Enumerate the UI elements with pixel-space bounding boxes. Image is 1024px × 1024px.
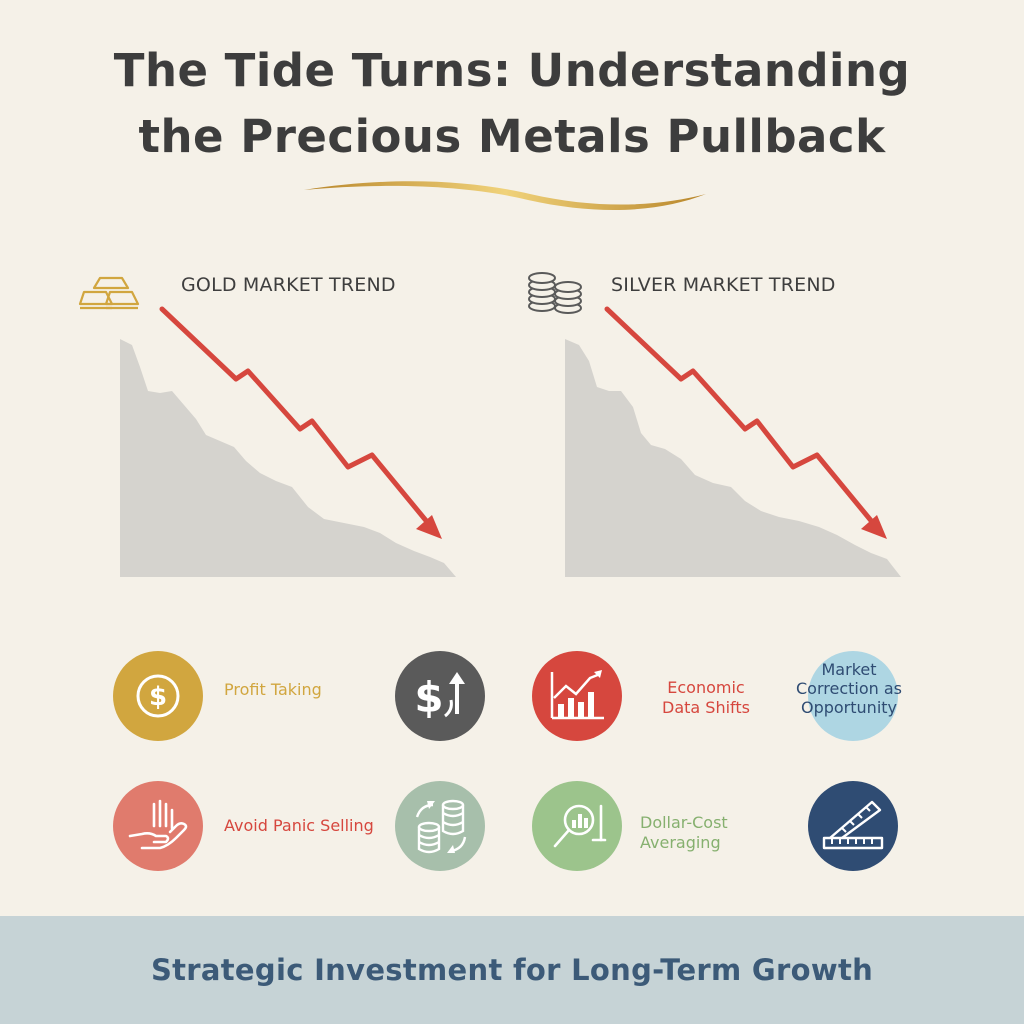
silver-trend-chart <box>565 306 901 577</box>
title-line-1: The Tide Turns: Understanding <box>113 44 911 97</box>
footer-text: Strategic Investment for Long-Term Growt… <box>150 953 874 987</box>
market-correction-circle <box>808 651 898 741</box>
svg-text:$: $ <box>149 682 167 712</box>
growth-chart-icon <box>550 670 604 720</box>
dollar-cost-label: Dollar-Cost Averaging <box>640 813 740 853</box>
silver-area-decline <box>565 339 901 577</box>
gold-trend-chart <box>120 306 456 577</box>
dollar-cost-circle <box>532 781 622 871</box>
dollar-cost-label-line2: Averaging <box>640 833 721 852</box>
economic-data-label-line2: Data Shifts <box>662 698 750 717</box>
market-correction-label: Market Correction as Opportunity <box>790 660 908 717</box>
profit-taking-circle: $ <box>113 651 203 741</box>
dollar-coin-icon: $ <box>136 674 180 718</box>
ruler-icon <box>822 800 884 850</box>
hand-stop-icon <box>128 799 188 850</box>
dollar-flow-icon: $ <box>414 672 465 722</box>
economic-data-label-line1: Economic <box>667 678 745 697</box>
avoid-panic-label: Avoid Panic Selling <box>224 816 374 835</box>
profit-taking-label: Profit Taking <box>224 680 322 699</box>
svg-text:$: $ <box>414 673 443 722</box>
coin-stacks-icon <box>528 272 582 314</box>
title-line-2: the Precious Metals Pullback <box>138 110 886 163</box>
gold-swoosh-divider <box>304 181 706 211</box>
gold-trend-arrow-line <box>159 306 431 526</box>
avoid-panic-circle <box>113 781 203 871</box>
dollar-flow-circle: $ <box>395 651 485 741</box>
market-correction-label-line1: Market <box>821 660 877 679</box>
economic-data-label: Economic Data Shifts <box>646 678 766 718</box>
magnifier-chart-icon <box>553 804 607 848</box>
silver-trend-arrow-line <box>604 306 876 526</box>
gold-bars-icon <box>78 276 140 310</box>
gold-trend-arrowhead <box>416 515 442 539</box>
ruler-circle <box>808 781 898 871</box>
gold-area-decline <box>120 339 456 577</box>
footer-banner: Strategic Investment for Long-Term Growt… <box>0 916 1024 1024</box>
coins-exchange-circle <box>395 781 485 871</box>
silver-trend-label: SILVER MARKET TREND <box>611 274 836 296</box>
silver-trend-arrowhead <box>861 515 887 539</box>
gold-trend-label: GOLD MARKET TREND <box>181 274 396 296</box>
coins-exchange-icon <box>415 799 467 854</box>
market-correction-label-line3: Opportunity <box>800 698 897 717</box>
dollar-cost-label-line1: Dollar-Cost <box>640 813 728 832</box>
market-correction-label-line2: Correction as <box>796 679 902 698</box>
economic-data-circle <box>532 651 622 741</box>
